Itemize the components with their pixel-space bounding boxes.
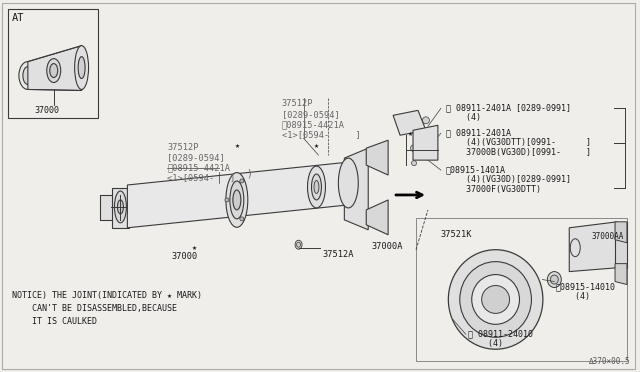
Polygon shape xyxy=(100,195,113,220)
Text: (4): (4) xyxy=(556,292,590,301)
Text: AT: AT xyxy=(12,13,24,23)
Ellipse shape xyxy=(339,158,358,208)
Polygon shape xyxy=(366,140,388,175)
Text: ★: ★ xyxy=(314,141,319,150)
Polygon shape xyxy=(416,218,627,361)
Polygon shape xyxy=(615,222,627,267)
Text: 37000A: 37000A xyxy=(371,242,403,251)
Ellipse shape xyxy=(472,275,520,324)
Text: (4): (4) xyxy=(468,339,503,348)
Polygon shape xyxy=(28,46,82,90)
Text: 37000F(VG30DTT): 37000F(VG30DTT) xyxy=(446,185,541,194)
Text: ★: ★ xyxy=(234,141,239,150)
Ellipse shape xyxy=(550,275,558,284)
Text: [0289-0594]: [0289-0594] xyxy=(282,110,339,119)
Text: ⓜ08915-4421A: ⓜ08915-4421A xyxy=(282,120,345,129)
Text: 37000: 37000 xyxy=(171,252,197,261)
Text: (4): (4) xyxy=(446,113,481,122)
Ellipse shape xyxy=(410,145,417,152)
Ellipse shape xyxy=(482,286,509,313)
Polygon shape xyxy=(393,110,426,135)
Text: 37512P: 37512P xyxy=(167,143,198,152)
Polygon shape xyxy=(615,264,627,285)
Bar xyxy=(8,9,97,118)
Ellipse shape xyxy=(75,46,88,89)
Text: 37000B(VG30D)[0991-     ]: 37000B(VG30D)[0991- ] xyxy=(446,148,591,157)
Text: Δ370×00.5: Δ370×00.5 xyxy=(589,357,631,366)
Ellipse shape xyxy=(296,242,301,247)
Polygon shape xyxy=(344,148,368,230)
Text: Ⓝ 08911-2401A [0289-0991]: Ⓝ 08911-2401A [0289-0991] xyxy=(446,103,571,112)
Text: Ⓝ 08911-24010: Ⓝ 08911-24010 xyxy=(468,329,532,338)
Ellipse shape xyxy=(412,161,417,166)
Text: [0289-0594]: [0289-0594] xyxy=(167,153,225,162)
Text: ⓜ08915-4421A: ⓜ08915-4421A xyxy=(167,163,230,172)
Text: 37512A: 37512A xyxy=(323,250,354,259)
Ellipse shape xyxy=(308,166,325,208)
Ellipse shape xyxy=(240,179,244,183)
Ellipse shape xyxy=(233,190,241,210)
Text: ⓜ08915-14010: ⓜ08915-14010 xyxy=(556,283,615,292)
Ellipse shape xyxy=(547,272,561,288)
Ellipse shape xyxy=(449,250,543,349)
Text: ⓜ08915-1401A: ⓜ08915-1401A xyxy=(446,165,506,174)
Text: <1>[0594-     ]: <1>[0594- ] xyxy=(282,130,360,139)
Ellipse shape xyxy=(295,240,302,249)
Ellipse shape xyxy=(50,64,58,77)
Ellipse shape xyxy=(422,117,429,124)
Text: (4)(VG30DTT)[0991-      ]: (4)(VG30DTT)[0991- ] xyxy=(446,138,591,147)
Ellipse shape xyxy=(115,191,126,223)
Ellipse shape xyxy=(78,57,85,78)
Text: NOTICE) THE JOINT(INDICATED BY ★ MARK): NOTICE) THE JOINT(INDICATED BY ★ MARK) xyxy=(12,292,202,301)
Text: ★: ★ xyxy=(408,129,413,138)
Text: ): ) xyxy=(247,168,253,178)
Polygon shape xyxy=(615,222,627,243)
Polygon shape xyxy=(366,200,388,235)
Ellipse shape xyxy=(570,239,580,257)
Ellipse shape xyxy=(226,173,248,227)
Text: Ⓝ 08911-2401A: Ⓝ 08911-2401A xyxy=(446,128,511,137)
Ellipse shape xyxy=(240,217,244,221)
Ellipse shape xyxy=(225,198,229,202)
Text: (4)(VG30D)[0289-0991]: (4)(VG30D)[0289-0991] xyxy=(446,175,571,184)
Polygon shape xyxy=(413,125,438,160)
Ellipse shape xyxy=(312,174,321,200)
Text: CAN'T BE DISASSEMBLED,BECAUSE: CAN'T BE DISASSEMBLED,BECAUSE xyxy=(12,304,177,314)
Polygon shape xyxy=(569,222,619,272)
Ellipse shape xyxy=(19,62,37,89)
Text: ★: ★ xyxy=(191,243,196,252)
Ellipse shape xyxy=(460,262,531,337)
Text: <1>[0594-   ]: <1>[0594- ] xyxy=(167,173,236,182)
Text: 37512P: 37512P xyxy=(282,99,313,108)
Ellipse shape xyxy=(23,67,33,84)
Polygon shape xyxy=(113,188,129,228)
Text: IT IS CAULKED: IT IS CAULKED xyxy=(12,317,97,326)
Ellipse shape xyxy=(230,181,244,219)
Ellipse shape xyxy=(314,180,319,193)
Text: 37521K: 37521K xyxy=(441,230,472,239)
Polygon shape xyxy=(127,162,348,228)
Ellipse shape xyxy=(117,200,124,214)
Text: 37000: 37000 xyxy=(35,106,60,115)
Text: 37000AA: 37000AA xyxy=(591,232,623,241)
Ellipse shape xyxy=(47,59,61,83)
